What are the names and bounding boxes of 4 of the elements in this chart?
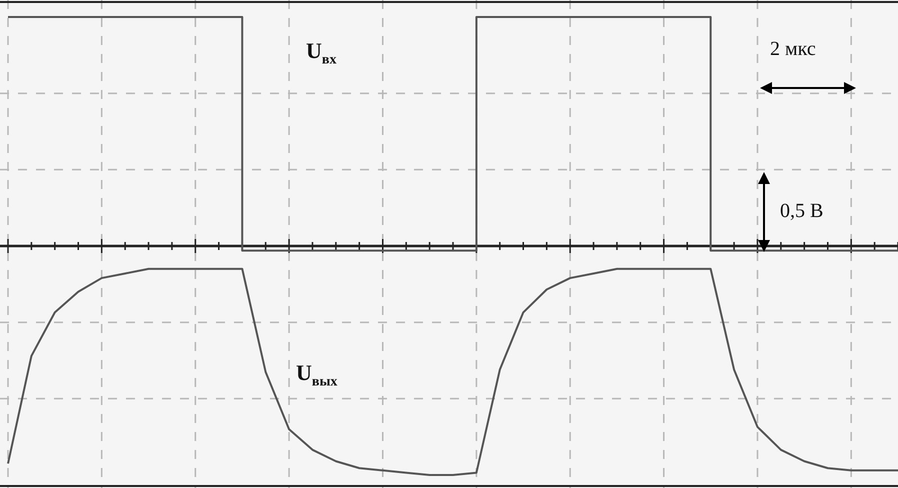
annotation: U$_{вх}$: [306, 38, 336, 68]
annotation: 0,5 В: [780, 200, 824, 223]
annotation: 2 мкс: [770, 38, 816, 61]
annotation: U$_{вых}$: [296, 360, 338, 390]
